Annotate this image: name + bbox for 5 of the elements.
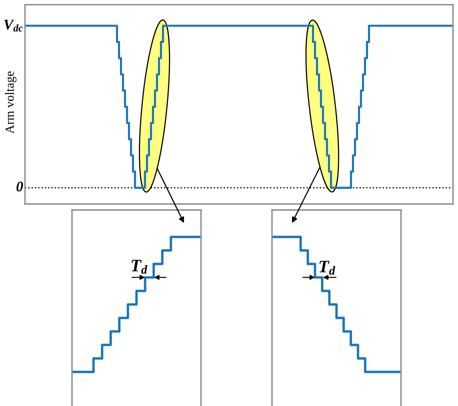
annotation: T$_{d}$ — [320, 260, 336, 275]
annotation: T$_{d}$ — [132, 260, 148, 274]
ref-line-label: 0 — [16, 182, 24, 192]
text: V$_{dc}$ — [4, 20, 23, 32]
y-axis-title: Arm voltage — [5, 71, 16, 134]
